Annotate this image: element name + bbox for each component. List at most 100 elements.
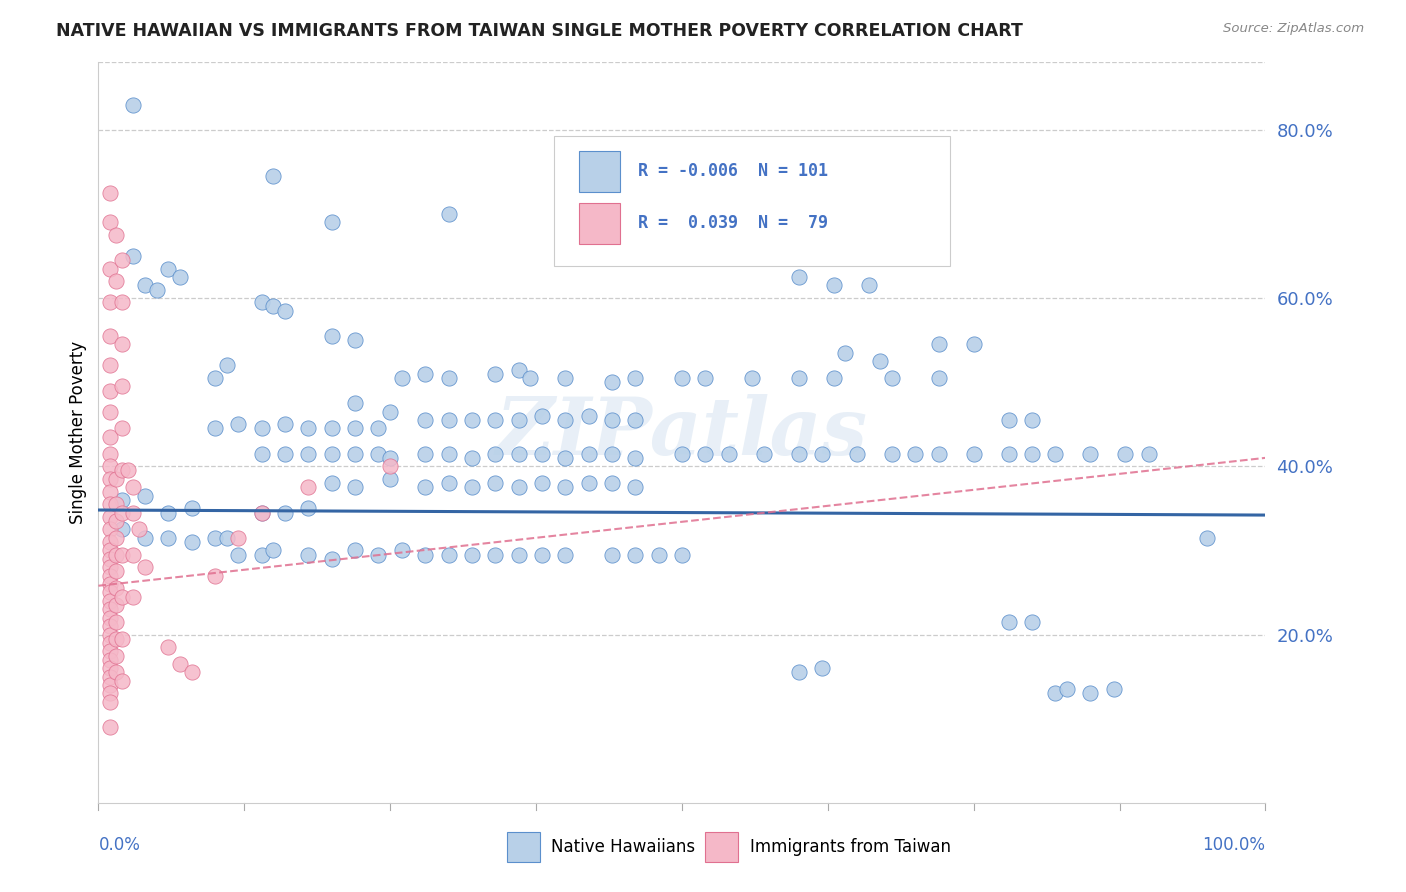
- Point: [530, 409, 553, 423]
- Point: [180, 535, 202, 549]
- Point: [274, 506, 297, 520]
- Point: [98, 695, 121, 709]
- Point: [98, 636, 121, 650]
- Point: [128, 522, 150, 536]
- Point: [554, 480, 576, 494]
- Point: [671, 548, 693, 562]
- Point: [104, 598, 127, 612]
- Point: [98, 610, 121, 624]
- Point: [104, 632, 127, 646]
- Point: [111, 522, 134, 536]
- Point: [484, 367, 506, 381]
- Point: [274, 447, 297, 461]
- Point: [134, 531, 156, 545]
- Point: [134, 560, 156, 574]
- Point: [98, 472, 121, 486]
- Point: [776, 232, 799, 246]
- Point: [111, 673, 134, 688]
- Point: [98, 497, 121, 511]
- Point: [169, 270, 191, 285]
- Point: [647, 548, 669, 562]
- Point: [530, 548, 553, 562]
- Point: [671, 371, 693, 385]
- Point: [461, 480, 484, 494]
- Point: [391, 543, 413, 558]
- Point: [122, 548, 145, 562]
- Point: [1080, 686, 1102, 700]
- Point: [104, 615, 127, 629]
- Point: [484, 476, 506, 491]
- Point: [98, 535, 121, 549]
- Point: [928, 337, 950, 351]
- Point: [104, 274, 127, 288]
- Point: [321, 476, 343, 491]
- Point: [880, 371, 903, 385]
- Point: [122, 506, 145, 520]
- Point: [157, 506, 180, 520]
- Point: [554, 548, 576, 562]
- Point: [484, 548, 506, 562]
- Point: [624, 548, 647, 562]
- Point: [380, 472, 402, 486]
- Point: [98, 720, 121, 734]
- Point: [508, 548, 530, 562]
- Point: [98, 359, 121, 373]
- Point: [578, 409, 600, 423]
- Point: [122, 480, 145, 494]
- Point: [134, 489, 156, 503]
- Point: [111, 253, 134, 268]
- Point: [624, 450, 647, 465]
- Point: [787, 270, 810, 285]
- Point: [858, 278, 880, 293]
- Point: [111, 492, 134, 507]
- Point: [157, 531, 180, 545]
- Point: [321, 329, 343, 343]
- Point: [695, 371, 717, 385]
- Point: [1080, 447, 1102, 461]
- Point: [228, 417, 250, 432]
- Point: [104, 581, 127, 595]
- Point: [321, 215, 343, 229]
- Point: [98, 577, 121, 591]
- Point: [228, 548, 250, 562]
- Point: [624, 480, 647, 494]
- Point: [437, 207, 460, 221]
- Point: [380, 459, 402, 474]
- Point: [104, 531, 127, 545]
- Point: [997, 615, 1019, 629]
- Point: [215, 359, 238, 373]
- Point: [98, 594, 121, 608]
- Point: [98, 627, 121, 641]
- Point: [98, 543, 121, 558]
- Point: [98, 686, 121, 700]
- Point: [344, 543, 367, 558]
- Point: [204, 371, 226, 385]
- Text: R =  0.039  N =  79: R = 0.039 N = 79: [637, 214, 828, 232]
- Point: [600, 548, 623, 562]
- Point: [250, 447, 273, 461]
- Point: [846, 447, 869, 461]
- Point: [98, 295, 121, 310]
- Point: [98, 551, 121, 566]
- Text: 100.0%: 100.0%: [1202, 836, 1265, 855]
- Point: [695, 447, 717, 461]
- Point: [98, 186, 121, 200]
- Point: [98, 430, 121, 444]
- Point: [321, 551, 343, 566]
- Point: [600, 413, 623, 427]
- Text: Native Hawaiians: Native Hawaiians: [551, 838, 696, 856]
- Point: [262, 300, 284, 314]
- Point: [250, 506, 273, 520]
- Point: [962, 447, 984, 461]
- Point: [600, 447, 623, 461]
- Point: [869, 354, 891, 368]
- Point: [180, 501, 202, 516]
- Point: [461, 450, 484, 465]
- Point: [962, 337, 984, 351]
- Point: [413, 367, 436, 381]
- Point: [554, 413, 576, 427]
- Point: [98, 459, 121, 474]
- Text: Source: ZipAtlas.com: Source: ZipAtlas.com: [1223, 22, 1364, 36]
- FancyBboxPatch shape: [579, 203, 620, 244]
- Point: [413, 447, 436, 461]
